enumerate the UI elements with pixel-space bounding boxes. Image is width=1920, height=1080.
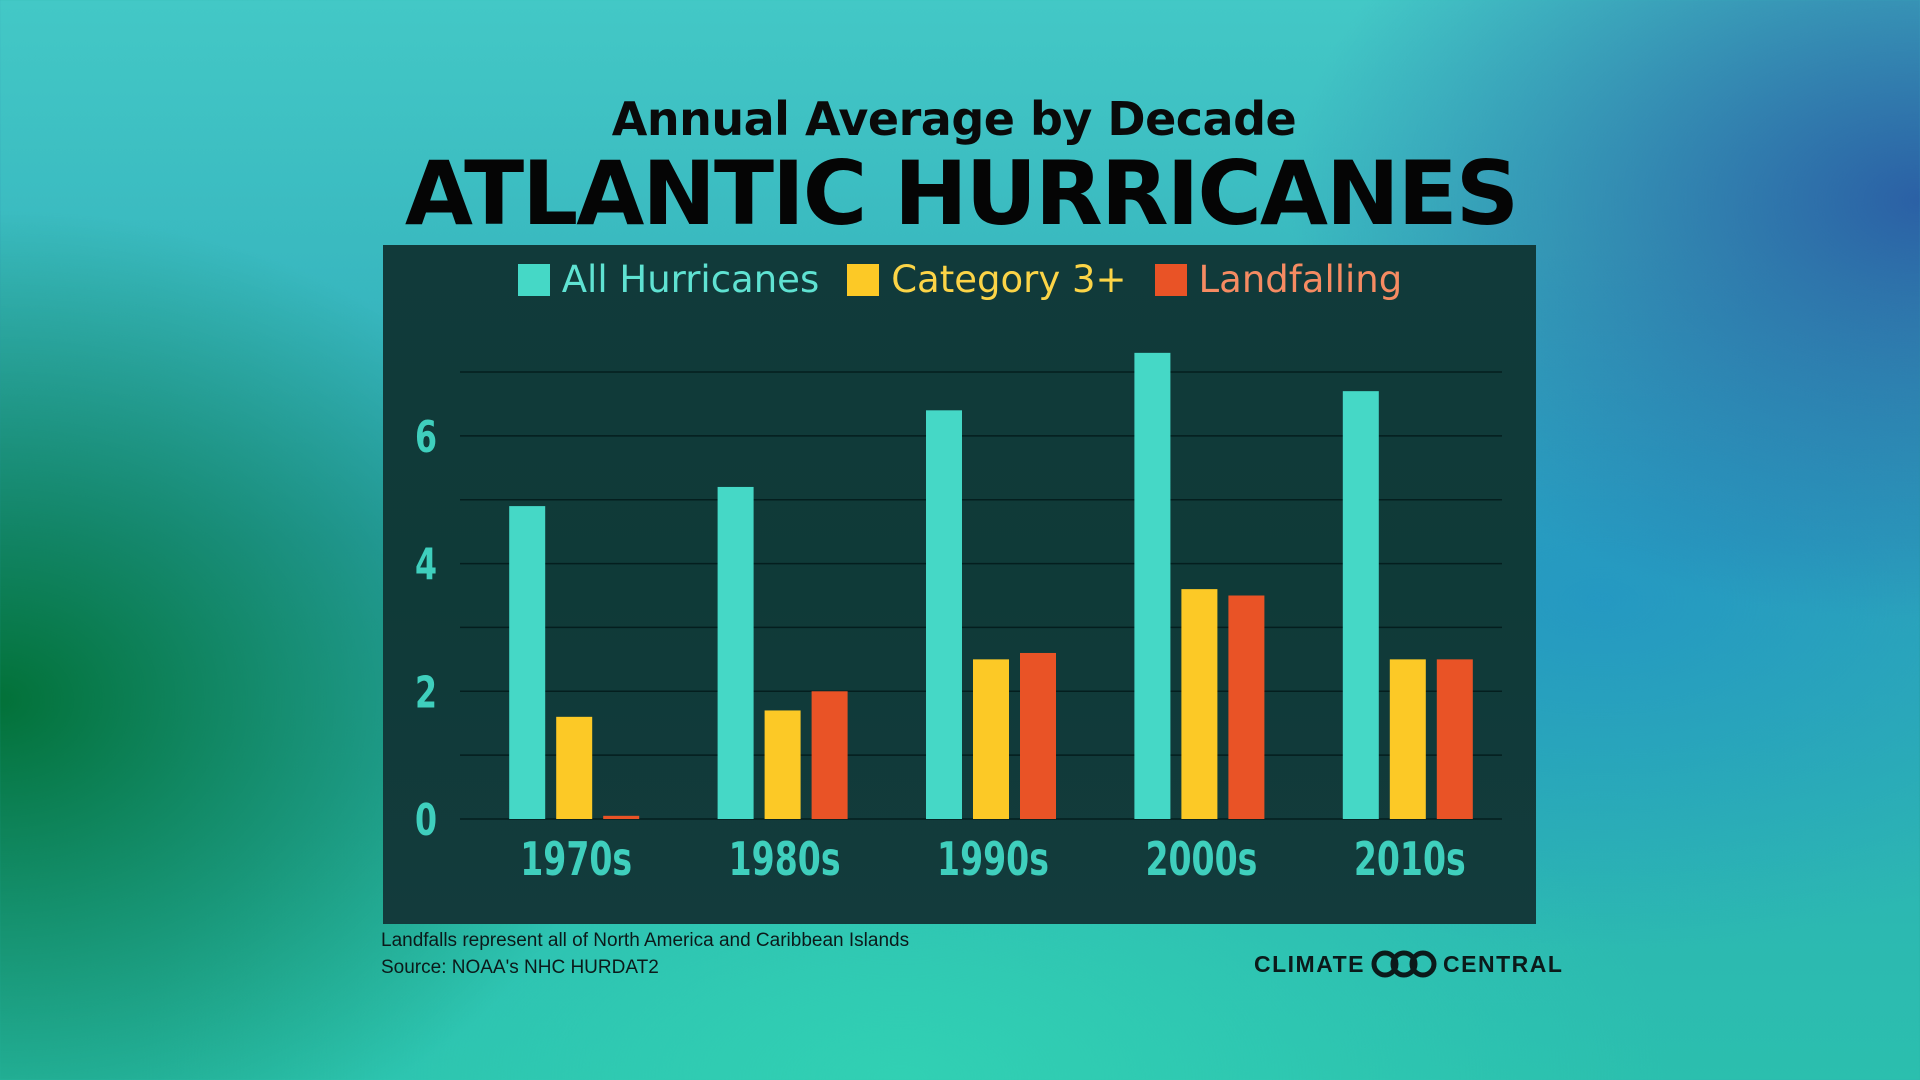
logo-text-central: CENTRAL — [1443, 950, 1564, 977]
y-tick-label: 6 — [415, 412, 437, 464]
bar-all-hurricanes-1980s — [717, 486, 754, 819]
chart-legend: All Hurricanes Category 3+ Landfalling — [0, 258, 1920, 301]
bar-landfalling-2010s — [1436, 659, 1473, 819]
climate-central-logo: CLIMATE CENTRAL — [1254, 944, 1563, 984]
y-tick-label: 0 — [415, 795, 437, 847]
legend-label-category-3: Category 3+ — [891, 258, 1127, 301]
x-tick-label: 1970s — [520, 834, 632, 887]
footnote-landfalls: Landfalls represent all of North America… — [381, 930, 910, 951]
legend-label-landfalling: Landfalling — [1198, 258, 1403, 301]
y-tick-label: 4 — [415, 539, 437, 591]
y-tick-label: 2 — [415, 667, 437, 719]
bar-all-hurricanes-1990s — [926, 410, 962, 819]
bar-all-hurricanes-1970s — [509, 506, 546, 819]
chart-title: ATLANTIC HURRICANES — [404, 142, 1519, 245]
bar-landfalling-1980s — [811, 691, 848, 819]
bar-category-3--1970s — [556, 716, 593, 819]
legend-swatch-all-hurricanes — [517, 263, 550, 296]
bar-category-3--2000s — [1181, 589, 1218, 819]
legend-swatch-category-3 — [847, 263, 880, 296]
x-tick-label: 2010s — [1354, 834, 1466, 887]
legend-item-all-hurricanes: All Hurricanes — [517, 258, 820, 301]
footnote-source: Source: NOAA's NHC HURDAT2 — [381, 957, 659, 978]
x-tick-label: 2000s — [1145, 834, 1257, 887]
logo-rings-icon — [1371, 950, 1437, 978]
chart-subtitle: Annual Average by Decade — [611, 92, 1297, 146]
x-tick-label: 1990s — [937, 834, 1049, 887]
bar-category-3--1990s — [973, 659, 1009, 819]
bar-all-hurricanes-2010s — [1342, 391, 1379, 819]
bar-category-3--2010s — [1389, 659, 1426, 819]
legend-label-all-hurricanes: All Hurricanes — [561, 258, 820, 301]
legend-swatch-landfalling — [1154, 263, 1187, 296]
bar-all-hurricanes-2000s — [1134, 352, 1171, 819]
legend-item-landfalling: Landfalling — [1154, 258, 1403, 301]
bar-landfalling-2000s — [1228, 595, 1265, 819]
bar-landfalling-1970s — [603, 815, 640, 819]
logo-text-climate: CLIMATE — [1254, 950, 1366, 977]
legend-item-category-3: Category 3+ — [847, 258, 1127, 301]
bar-landfalling-1990s — [1020, 652, 1056, 819]
x-tick-label: 1980s — [729, 834, 841, 887]
bar-category-3--1980s — [764, 710, 801, 819]
